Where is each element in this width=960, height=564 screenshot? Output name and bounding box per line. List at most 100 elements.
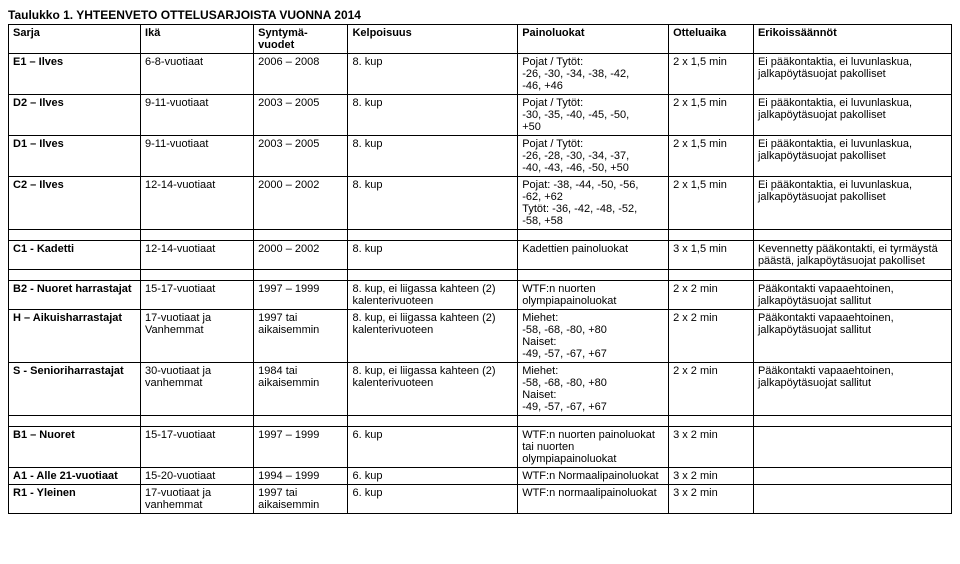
spacer-cell: [141, 230, 254, 241]
table-row: D2 – Ilves9-11-vuotiaat2003 – 20058. kup…: [9, 95, 952, 136]
cell: 8. kup, ei liigassa kahteen (2) kalenter…: [348, 363, 518, 416]
cell: 2 x 1,5 min: [669, 54, 754, 95]
table-row: D1 – Ilves9-11-vuotiaat2003 – 20058. kup…: [9, 136, 952, 177]
spacer-cell: [518, 270, 669, 281]
cell: 12-14-vuotiaat: [141, 177, 254, 230]
cell: 2006 – 2008: [254, 54, 348, 95]
cell: 2 x 2 min: [669, 281, 754, 310]
col-ika: Ikä: [141, 25, 254, 54]
cell: 6-8-vuotiaat: [141, 54, 254, 95]
cell: 9-11-vuotiaat: [141, 95, 254, 136]
cell: 6. kup: [348, 485, 518, 514]
cell: Pojat / Tytöt: -26, -30, -34, -38, -42, …: [518, 54, 669, 95]
cell: 2 x 2 min: [669, 310, 754, 363]
table-row: S - Senioriharrastajat30-vuotiaat ja van…: [9, 363, 952, 416]
cell: B2 - Nuoret harrastajat: [9, 281, 141, 310]
cell: C1 - Kadetti: [9, 241, 141, 270]
col-kelpoisuus: Kelpoisuus: [348, 25, 518, 54]
cell: D2 – Ilves: [9, 95, 141, 136]
spacer-cell: [669, 230, 754, 241]
cell: Pojat / Tytöt: -30, -35, -40, -45, -50, …: [518, 95, 669, 136]
cell: 1997 – 1999: [254, 281, 348, 310]
cell: [753, 468, 951, 485]
cell: 2 x 1,5 min: [669, 136, 754, 177]
cell: 8. kup, ei liigassa kahteen (2) kalenter…: [348, 310, 518, 363]
cell: 17-vuotiaat ja vanhemmat: [141, 485, 254, 514]
spacer-cell: [753, 230, 951, 241]
cell: 1997 tai aikaisemmin: [254, 485, 348, 514]
table-row: C2 – Ilves12-14-vuotiaat2000 – 20028. ku…: [9, 177, 952, 230]
cell: 30-vuotiaat ja vanhemmat: [141, 363, 254, 416]
cell: 1997 tai aikaisemmin: [254, 310, 348, 363]
cell: 15-17-vuotiaat: [141, 281, 254, 310]
cell: 2 x 1,5 min: [669, 177, 754, 230]
spacer-cell: [9, 230, 141, 241]
col-otteluaika: Otteluaika: [669, 25, 754, 54]
cell: 8. kup: [348, 136, 518, 177]
spacer-cell: [518, 416, 669, 427]
spacer-cell: [669, 416, 754, 427]
cell: 9-11-vuotiaat: [141, 136, 254, 177]
cell: 8. kup: [348, 54, 518, 95]
cell: 8. kup, ei liigassa kahteen (2) kalenter…: [348, 281, 518, 310]
cell: Miehet: -58, -68, -80, +80 Naiset: -49, …: [518, 310, 669, 363]
cell: Ei pääkontaktia, ei luvunlaskua, jalkapö…: [753, 177, 951, 230]
table-row: [9, 416, 952, 427]
cell: 6. kup: [348, 427, 518, 468]
cell: 2000 – 2002: [254, 241, 348, 270]
cell: 15-17-vuotiaat: [141, 427, 254, 468]
cell: [753, 427, 951, 468]
cell: 2 x 2 min: [669, 363, 754, 416]
spacer-cell: [518, 230, 669, 241]
cell: R1 - Yleinen: [9, 485, 141, 514]
table-row: E1 – Ilves6-8-vuotiaat2006 – 20088. kupP…: [9, 54, 952, 95]
table-row: [9, 230, 952, 241]
cell: 2000 – 2002: [254, 177, 348, 230]
cell: WTF:n normaalipainoluokat: [518, 485, 669, 514]
cell: H – Aikuisharrastajat: [9, 310, 141, 363]
cell: 1984 tai aikaisemmin: [254, 363, 348, 416]
cell: Ei pääkontaktia, ei luvunlaskua, jalkapö…: [753, 54, 951, 95]
cell: 8. kup: [348, 177, 518, 230]
spacer-cell: [254, 270, 348, 281]
spacer-cell: [753, 270, 951, 281]
spacer-cell: [348, 416, 518, 427]
cell: Ei pääkontaktia, ei luvunlaskua, jalkapö…: [753, 95, 951, 136]
cell: [753, 485, 951, 514]
table-title: Taulukko 1. YHTEENVETO OTTELUSARJOISTA V…: [8, 8, 952, 22]
spacer-cell: [753, 416, 951, 427]
cell: 8. kup: [348, 95, 518, 136]
spacer-cell: [348, 270, 518, 281]
spacer-cell: [669, 270, 754, 281]
cell: Pojat / Tytöt: -26, -28, -30, -34, -37, …: [518, 136, 669, 177]
cell: 2003 – 2005: [254, 136, 348, 177]
cell: 1997 – 1999: [254, 427, 348, 468]
cell: Miehet: -58, -68, -80, +80 Naiset: -49, …: [518, 363, 669, 416]
cell: 6. kup: [348, 468, 518, 485]
col-syntyma: Syntymä-vuodet: [254, 25, 348, 54]
cell: 3 x 2 min: [669, 485, 754, 514]
cell: A1 - Alle 21-vuotiaat: [9, 468, 141, 485]
cell: 12-14-vuotiaat: [141, 241, 254, 270]
spacer-cell: [141, 270, 254, 281]
cell: Ei pääkontaktia, ei luvunlaskua, jalkapö…: [753, 136, 951, 177]
spacer-cell: [254, 230, 348, 241]
cell: 2003 – 2005: [254, 95, 348, 136]
cell: 3 x 1,5 min: [669, 241, 754, 270]
cell: S - Senioriharrastajat: [9, 363, 141, 416]
cell: D1 – Ilves: [9, 136, 141, 177]
cell: WTF:n nuorten painoluokat tai nuorten ol…: [518, 427, 669, 468]
cell: B1 – Nuoret: [9, 427, 141, 468]
table-row: B1 – Nuoret15-17-vuotiaat1997 – 19996. k…: [9, 427, 952, 468]
table-row: A1 - Alle 21-vuotiaat15-20-vuotiaat1994 …: [9, 468, 952, 485]
cell: C2 – Ilves: [9, 177, 141, 230]
table-row: C1 - Kadetti12-14-vuotiaat2000 – 20028. …: [9, 241, 952, 270]
cell: Pääkontakti vapaaehtoinen, jalkapöytäsuo…: [753, 310, 951, 363]
col-sarja: Sarja: [9, 25, 141, 54]
cell: WTF:n nuorten olympiapainoluokat: [518, 281, 669, 310]
cell: Pojat: -38, -44, -50, -56, -62, +62 Tytö…: [518, 177, 669, 230]
cell: 17-vuotiaat ja Vanhemmat: [141, 310, 254, 363]
cell: WTF:n Normaalipainoluokat: [518, 468, 669, 485]
cell: 8. kup: [348, 241, 518, 270]
cell: Pääkontakti vapaaehtoinen, jalkapöytäsuo…: [753, 281, 951, 310]
